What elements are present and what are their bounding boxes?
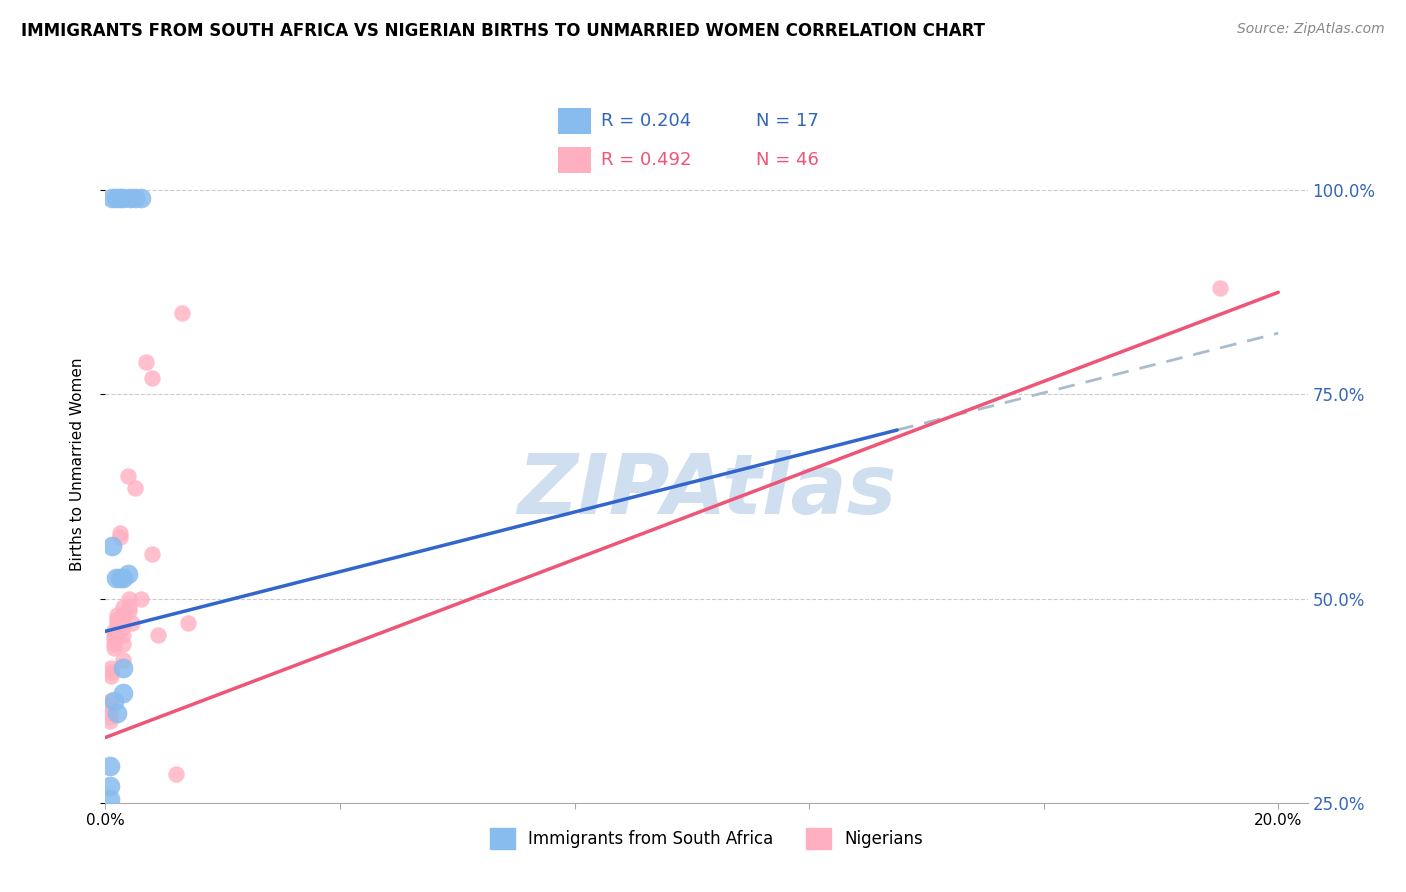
Point — [121, 616, 143, 631]
Point — [100, 665, 122, 679]
Point — [117, 469, 139, 483]
Point — [105, 607, 128, 622]
Text: N = 46: N = 46 — [756, 151, 820, 169]
Point — [98, 702, 121, 716]
Point — [105, 616, 128, 631]
FancyBboxPatch shape — [558, 108, 592, 134]
Point — [176, 616, 198, 631]
Point — [103, 624, 125, 639]
Point — [101, 539, 124, 553]
Point — [108, 191, 131, 205]
Point — [100, 669, 122, 683]
Point — [112, 628, 135, 642]
Point — [112, 191, 135, 205]
Text: R = 0.204: R = 0.204 — [602, 112, 692, 130]
Point — [103, 636, 125, 650]
Point — [103, 694, 125, 708]
Point — [135, 355, 157, 369]
Point — [141, 547, 163, 561]
Point — [108, 526, 131, 541]
FancyBboxPatch shape — [558, 147, 592, 173]
Point — [98, 714, 121, 728]
Point — [124, 191, 146, 205]
Point — [112, 599, 135, 614]
Text: Source: ZipAtlas.com: Source: ZipAtlas.com — [1237, 22, 1385, 37]
Point — [98, 710, 121, 724]
Point — [103, 632, 125, 647]
Point — [103, 640, 125, 655]
Text: R = 0.492: R = 0.492 — [602, 151, 692, 169]
Point — [148, 628, 170, 642]
Point — [105, 624, 128, 639]
Point — [112, 685, 135, 699]
Point — [118, 591, 141, 606]
Point — [98, 791, 121, 805]
Point — [118, 604, 141, 618]
Point — [105, 191, 128, 205]
Point — [103, 628, 125, 642]
Legend: Immigrants from South Africa, Nigerians: Immigrants from South Africa, Nigerians — [482, 822, 931, 855]
Point — [148, 857, 170, 871]
Point — [112, 571, 135, 585]
Point — [105, 571, 128, 585]
Point — [98, 706, 121, 720]
Point — [98, 780, 121, 794]
Point — [108, 571, 131, 585]
Text: ZIPAtlas: ZIPAtlas — [517, 450, 896, 532]
Point — [148, 889, 170, 892]
Point — [105, 706, 128, 720]
Point — [100, 661, 122, 675]
Point — [118, 599, 141, 614]
Point — [112, 607, 135, 622]
Point — [143, 837, 166, 851]
Point — [120, 191, 142, 205]
Point — [165, 767, 187, 781]
Point — [129, 191, 152, 205]
Point — [170, 306, 193, 320]
Point — [98, 759, 121, 773]
Point — [108, 530, 131, 544]
Point — [1208, 281, 1230, 295]
Text: IMMIGRANTS FROM SOUTH AFRICA VS NIGERIAN BIRTHS TO UNMARRIED WOMEN CORRELATION C: IMMIGRANTS FROM SOUTH AFRICA VS NIGERIAN… — [21, 22, 986, 40]
Point — [112, 620, 135, 634]
Point — [105, 612, 128, 626]
Point — [101, 191, 124, 205]
Point — [112, 653, 135, 667]
Point — [112, 636, 135, 650]
Point — [98, 694, 121, 708]
Point — [124, 481, 146, 495]
Point — [112, 612, 135, 626]
Point — [141, 371, 163, 385]
Point — [112, 661, 135, 675]
Point — [129, 591, 152, 606]
Point — [159, 820, 181, 834]
Y-axis label: Births to Unmarried Women: Births to Unmarried Women — [70, 357, 84, 571]
Point — [105, 628, 128, 642]
Text: N = 17: N = 17 — [756, 112, 820, 130]
Point — [927, 808, 949, 822]
Point — [117, 567, 139, 582]
